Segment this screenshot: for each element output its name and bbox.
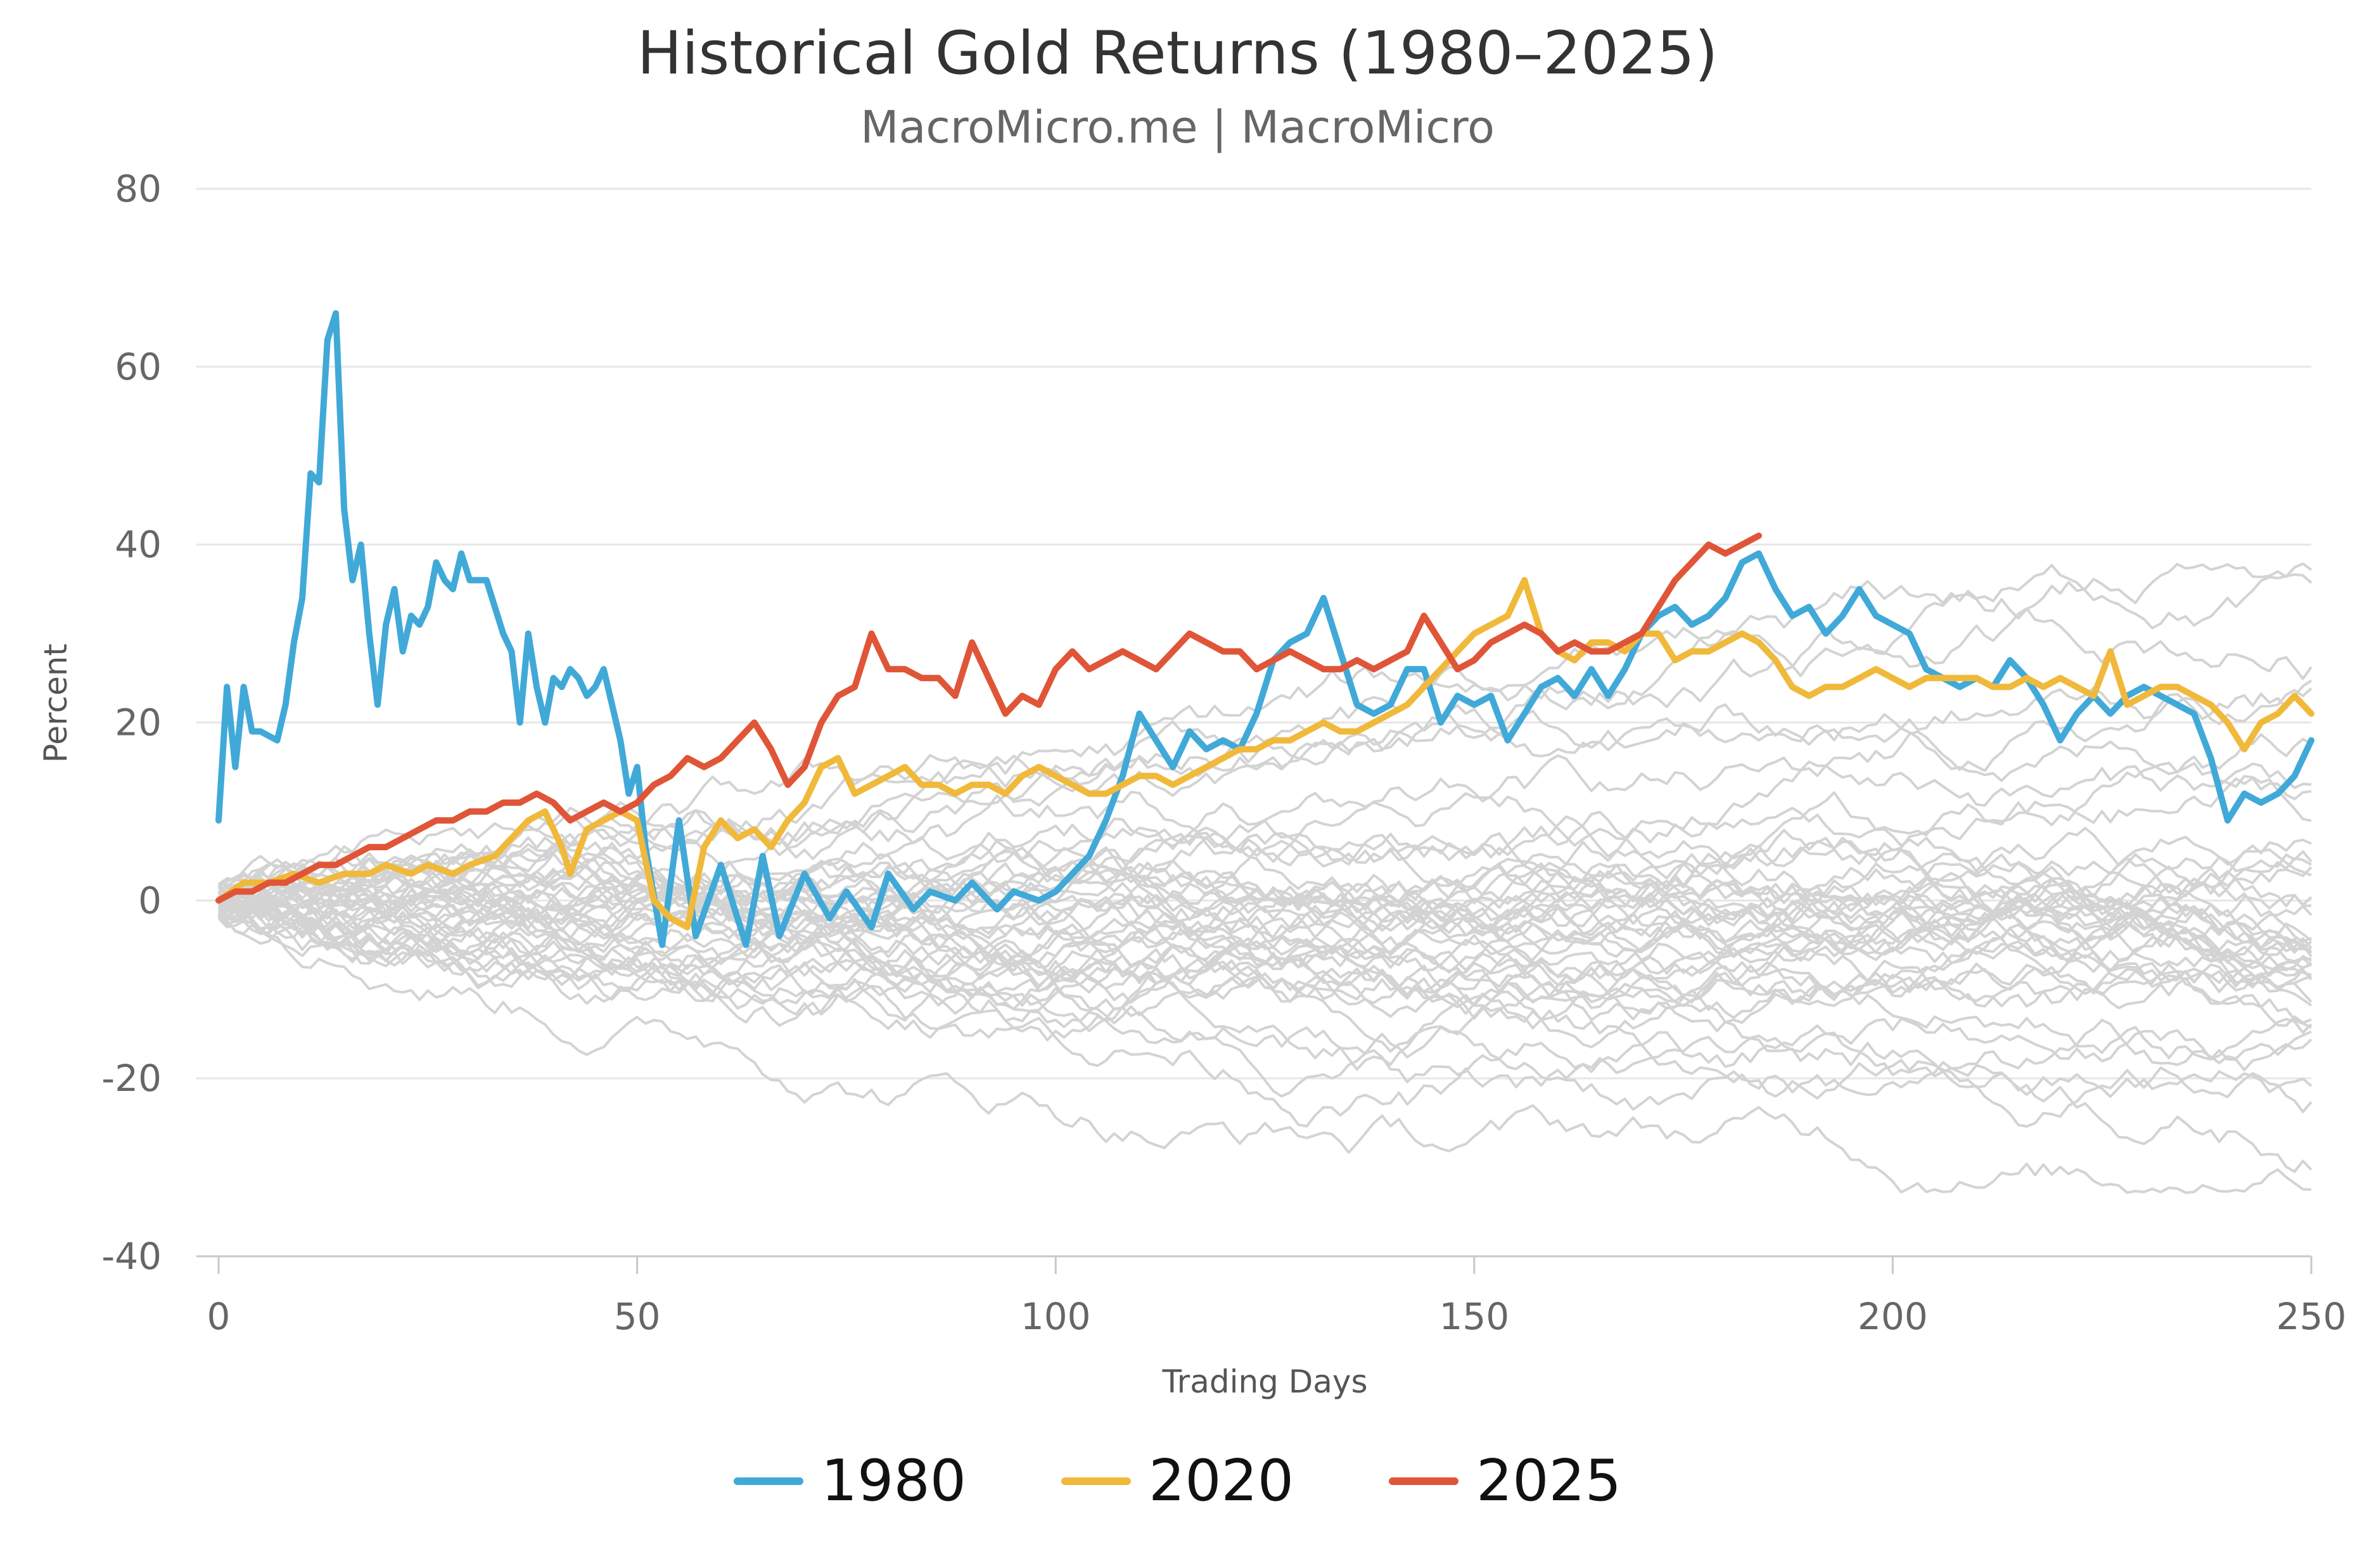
y-tick-label: -40 [101,1235,162,1278]
background-year-line [217,911,2313,1173]
background-year-line [217,905,2313,1061]
background-year-line [217,832,2313,977]
x-tick-label: 250 [2276,1295,2347,1338]
background-year-line [218,900,2312,1194]
background-year-line [218,754,2312,921]
x-tick-label: 50 [614,1295,661,1338]
background-year-line [217,863,2313,962]
x-tick-label: 100 [1021,1295,1091,1338]
legend-swatch-1980 [733,1477,803,1485]
background-year-line [217,840,2313,994]
background-year-line [217,885,2312,1071]
y-tick-label: 20 [115,701,162,744]
background-year-line [217,887,2312,1097]
background-year-line [217,562,2313,907]
x-axis-title: Trading Days [1161,1363,1367,1400]
x-tick-label: 150 [1439,1295,1509,1338]
legend-label-2025: 2025 [1476,1448,1622,1514]
legend-swatch-2020 [1061,1477,1131,1485]
x-tick-label: 0 [207,1295,231,1338]
series-line-1980 [215,310,2314,948]
background-year-line [218,848,2312,1039]
legend-item-1980[interactable]: 1980 [733,1448,966,1514]
background-series-layer [217,562,2313,1194]
y-tick-label: 40 [115,523,162,566]
legend-item-2025[interactable]: 2025 [1389,1448,1621,1514]
background-year-line [218,607,2313,907]
series-line-2020 [215,577,2314,931]
background-year-line [217,862,2313,961]
y-axis-title: Percent [37,644,74,763]
y-tick-label: 60 [115,345,162,388]
highlight-series-layer [215,310,2314,948]
x-tick-label: 200 [1858,1295,1928,1338]
legend-label-2020: 2020 [1148,1448,1294,1514]
y-tick-label: -20 [101,1057,162,1100]
legend-swatch-2025 [1389,1477,1459,1485]
background-year-line [217,857,2312,1010]
background-year-line [217,883,2312,1053]
y-tick-label: 80 [115,167,162,210]
background-year-line [218,886,2313,1128]
chart-title: Historical Gold Returns (1980–2025) [637,19,1718,88]
legend-item-2020[interactable]: 2020 [1061,1448,1294,1514]
series-line-2025 [215,532,1762,904]
background-year-line [218,836,2312,976]
chart-subtitle: MacroMicro.me | MacroMicro [860,101,1495,153]
legend: 1980 2020 2025 [0,1448,2355,1514]
legend-label-1980: 1980 [820,1448,966,1514]
y-tick-label: 0 [138,879,162,922]
